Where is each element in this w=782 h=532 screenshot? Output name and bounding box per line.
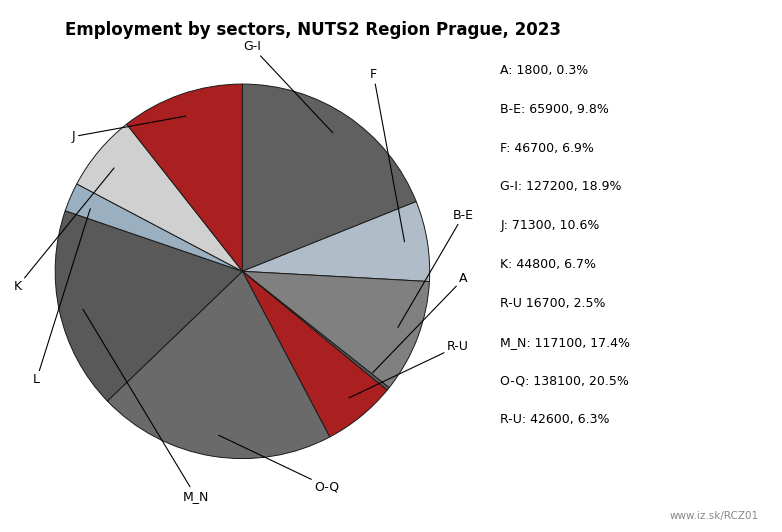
Text: M_N: M_N	[83, 309, 209, 503]
Text: R-U 16700, 2.5%: R-U 16700, 2.5%	[500, 297, 606, 310]
Text: R-U: R-U	[349, 340, 468, 398]
Text: Employment by sectors, NUTS2 Region Prague, 2023: Employment by sectors, NUTS2 Region Prag…	[65, 21, 561, 39]
Wedge shape	[56, 211, 242, 401]
Text: M_N: 117100, 17.4%: M_N: 117100, 17.4%	[500, 336, 630, 348]
Text: B-E: B-E	[398, 209, 474, 327]
Text: B-E: 65900, 9.8%: B-E: 65900, 9.8%	[500, 103, 609, 115]
Text: A: 1800, 0.3%: A: 1800, 0.3%	[500, 64, 589, 77]
Wedge shape	[242, 271, 389, 390]
Text: O-Q: 138100, 20.5%: O-Q: 138100, 20.5%	[500, 375, 630, 387]
Wedge shape	[242, 84, 416, 271]
Wedge shape	[242, 271, 387, 437]
Text: J: J	[72, 116, 186, 143]
Text: www.iz.sk/RCZ01: www.iz.sk/RCZ01	[669, 511, 759, 521]
Wedge shape	[77, 124, 242, 271]
Wedge shape	[65, 184, 242, 271]
Text: G-I: 127200, 18.9%: G-I: 127200, 18.9%	[500, 180, 622, 193]
Text: F: F	[370, 68, 404, 242]
Text: F: 46700, 6.9%: F: 46700, 6.9%	[500, 142, 594, 154]
Wedge shape	[107, 271, 330, 459]
Text: L: L	[33, 209, 90, 386]
Text: A: A	[372, 272, 468, 373]
Text: O-Q: O-Q	[219, 435, 339, 493]
Text: J: 71300, 10.6%: J: 71300, 10.6%	[500, 219, 600, 232]
Text: K: K	[13, 168, 114, 293]
Text: R-U: 42600, 6.3%: R-U: 42600, 6.3%	[500, 413, 610, 426]
Wedge shape	[242, 271, 429, 388]
Text: G-I: G-I	[243, 40, 333, 133]
Text: K: 44800, 6.7%: K: 44800, 6.7%	[500, 258, 597, 271]
Wedge shape	[127, 84, 242, 271]
Wedge shape	[242, 202, 429, 281]
